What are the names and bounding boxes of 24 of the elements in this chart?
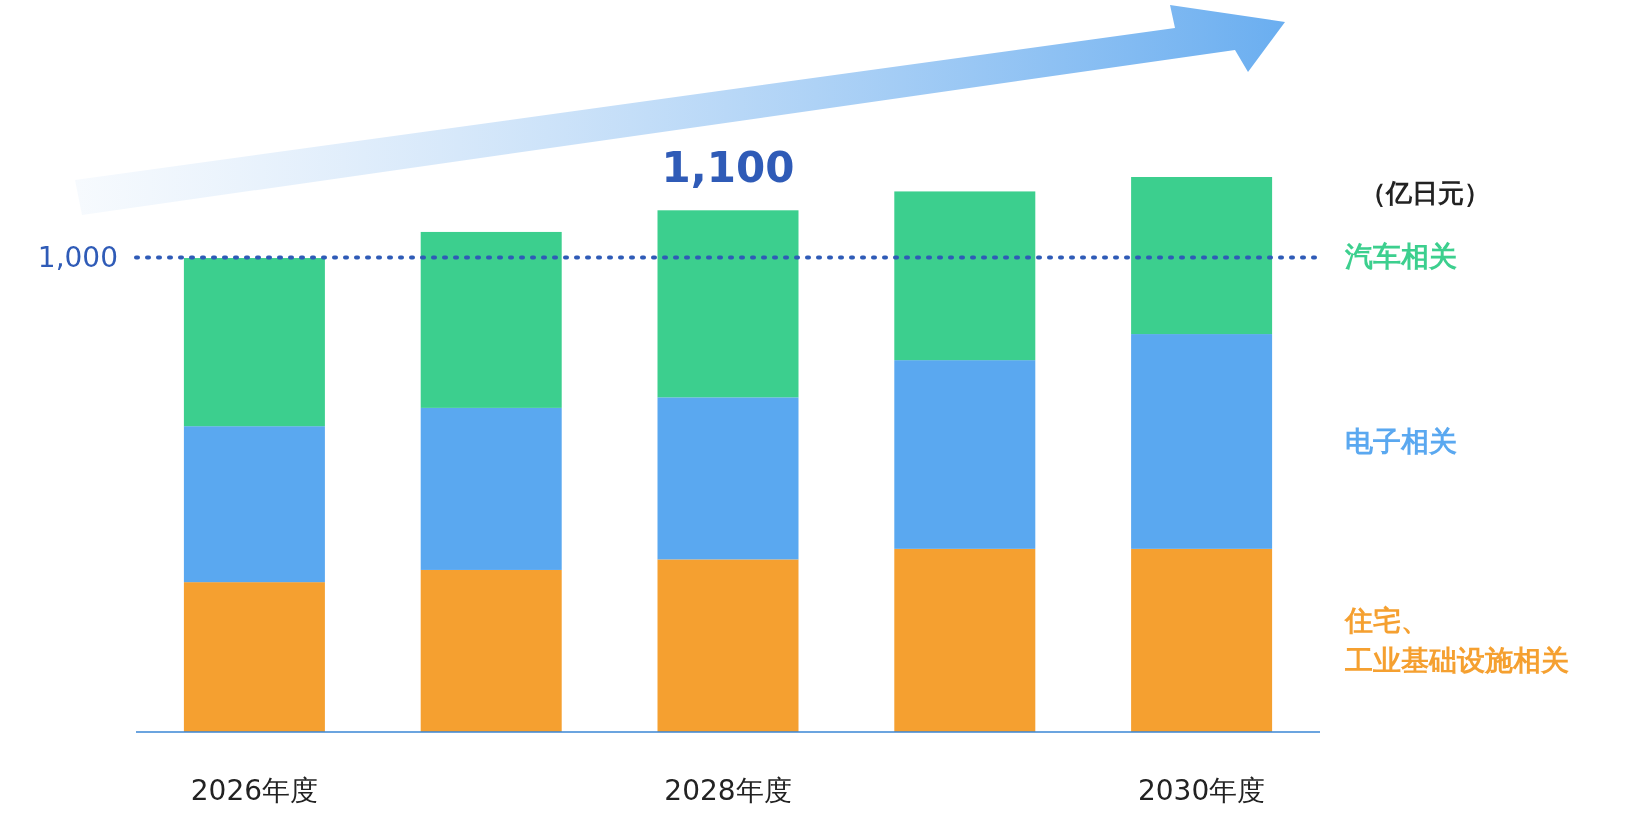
bar [420, 569, 562, 732]
bar [894, 548, 1036, 732]
text: 电子相关 [1345, 425, 1457, 459]
y-axis-title: （亿日元） [1360, 178, 1490, 209]
bar [1131, 548, 1273, 732]
bar [1131, 177, 1273, 335]
bar [420, 231, 562, 408]
x-tick-label: 2028年度 [664, 774, 792, 807]
text: 1,000 [37, 241, 118, 275]
text: 汽车相关 [1344, 239, 1457, 273]
bar [183, 582, 325, 732]
x-tick-label: 2030年度 [1137, 774, 1266, 807]
bar [657, 397, 799, 560]
x-tick-label: 2026年度 [190, 774, 319, 807]
bar [894, 191, 1036, 361]
bar [657, 210, 799, 398]
text: 住宅、工业基础设施相关 [1343, 604, 1569, 678]
bar [183, 426, 325, 583]
annotation: 1,100 [661, 143, 795, 193]
bar [1131, 334, 1273, 549]
bar [894, 360, 1036, 549]
bar [657, 559, 799, 732]
bar [420, 407, 562, 570]
bar [183, 258, 325, 427]
